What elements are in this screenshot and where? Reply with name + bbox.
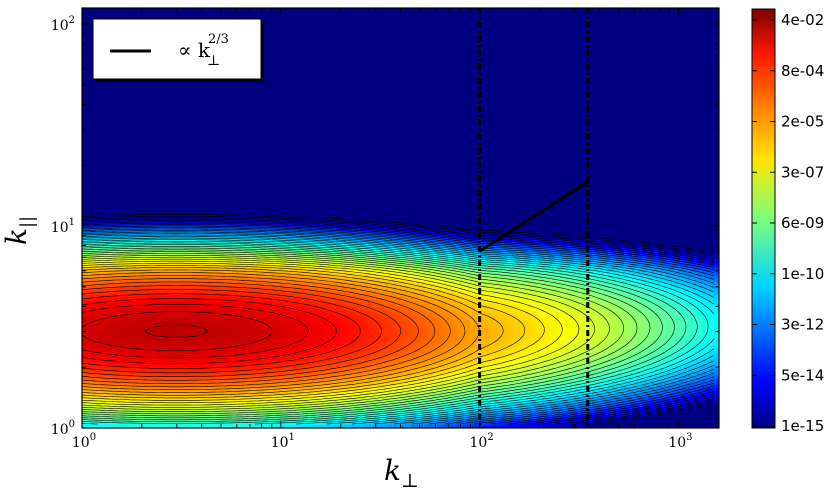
- contour-line-26: [82, 253, 624, 412]
- contour-line-12: [82, 230, 715, 425]
- contour-lines: [82, 214, 715, 425]
- legend: ∝ k2/3 ⊥: [92, 18, 264, 82]
- contour-line-15: [82, 234, 715, 425]
- x-axis-title-sub: ⊥: [401, 470, 419, 488]
- x-axis: 100 101 102 103: [72, 8, 693, 451]
- contour-line-11: [82, 228, 715, 425]
- contour-line-38: [82, 281, 419, 381]
- legend-sub: ⊥: [207, 53, 220, 69]
- colorbar-label-9: 1e-15: [781, 417, 824, 435]
- contour-line-13: [82, 231, 715, 425]
- contour-line-45: [145, 324, 208, 338]
- y-tick-label-2: 101: [51, 217, 75, 236]
- contour-line-22: [82, 246, 675, 421]
- x-tick-label-4: 103: [668, 432, 692, 451]
- contour-line-44: [82, 311, 273, 351]
- contour-line-39: [82, 285, 402, 377]
- contour-line-31: [82, 262, 545, 401]
- contour-line-41: [82, 293, 361, 369]
- y-axis-title-base: k: [0, 228, 33, 245]
- contour-line-27: [82, 255, 610, 410]
- contour-line-7: [82, 222, 715, 425]
- contour-line-24: [82, 249, 651, 417]
- contour-line-19: [82, 241, 709, 425]
- contour-line-29: [82, 258, 580, 406]
- y-axis-title: k||: [0, 216, 38, 245]
- reference-slope-line: [478, 180, 589, 253]
- colorbar-label-2: 8e-04: [781, 62, 824, 80]
- contour-line-4: [82, 218, 715, 425]
- contour-line-30: [82, 260, 563, 404]
- colorbar: 4e-02 8e-04 2e-05 3e-07 6e-09 1e-10 3e-12 5e-14…: [751, 8, 824, 435]
- contour-line-34: [82, 269, 480, 393]
- contour-line-32: [82, 265, 525, 399]
- legend-box: [92, 18, 262, 80]
- x-tick-label-2: 101: [271, 432, 295, 451]
- colorbar-label-6: 1e-10: [781, 265, 824, 283]
- contour-line-10: [82, 227, 715, 425]
- legend-prefix: ∝ k: [178, 38, 211, 62]
- colorbar-label-5: 6e-09: [781, 214, 824, 232]
- legend-text: ∝ k2/3 ⊥: [178, 32, 229, 69]
- contour-line-5: [82, 220, 715, 425]
- contour-line-33: [82, 267, 504, 396]
- contour-line-3: [82, 217, 715, 425]
- contour-line-37: [82, 278, 436, 384]
- x-tick-label-1: 100: [72, 432, 96, 451]
- x-tick-label-3: 102: [470, 432, 494, 451]
- y-axis: 100 101 102: [51, 15, 719, 438]
- y-tick-label-1: 100: [51, 419, 75, 438]
- legend-sup: 2/3: [208, 32, 229, 47]
- contour-line-17: [82, 237, 715, 425]
- overlay-lines: [478, 8, 590, 428]
- colorbar-ticks: 4e-02 8e-04 2e-05 3e-07 6e-09 1e-10 3e-12 5e-14…: [752, 11, 824, 435]
- colorbar-label-1: 4e-02: [781, 11, 824, 29]
- contour-line-23: [82, 247, 663, 419]
- contour-line-36: [82, 275, 451, 388]
- colorbar-gradient: [751, 8, 776, 429]
- contour-line-6: [82, 221, 715, 425]
- contour-line-2: [82, 216, 715, 425]
- contour-line-16: [82, 236, 715, 425]
- y-tick-label-3: 102: [51, 15, 75, 34]
- colorbar-label-8: 5e-14: [781, 366, 824, 384]
- x-axis-title: k⊥: [384, 454, 419, 488]
- colorbar-label-3: 2e-05: [781, 113, 824, 131]
- contour-line-28: [82, 256, 595, 408]
- contour-line-20: [82, 242, 698, 424]
- x-axis-title-base: k: [384, 454, 401, 487]
- contour-line-35: [82, 272, 466, 390]
- contour-line-42: [82, 298, 337, 364]
- colorbar-label-4: 3e-07: [781, 163, 824, 181]
- contour-line-43: [82, 304, 309, 359]
- y-axis-title-sub: ||: [17, 216, 38, 228]
- contour-line-40: [82, 289, 382, 374]
- colorbar-label-7: 3e-12: [781, 316, 824, 334]
- contour-line-21: [82, 244, 687, 422]
